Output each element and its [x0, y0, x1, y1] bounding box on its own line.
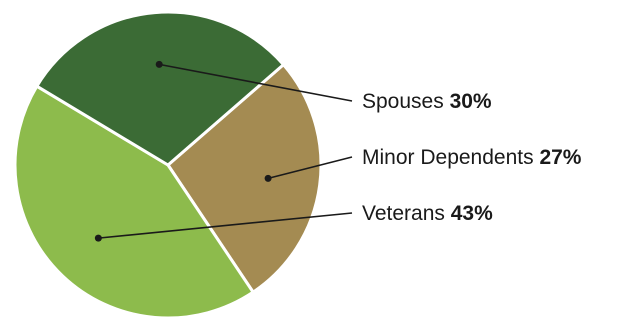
pie-slice-spouses — [35, 10, 285, 167]
leader-line-minor-dependents — [267, 156, 353, 180]
slice-label-text: Spouses — [362, 90, 450, 113]
slice-label-minor-dependents: Minor Dependents 27% — [362, 146, 582, 169]
leader-dot-spouses — [155, 60, 163, 68]
slice-label-spouses: Spouses 30% — [362, 90, 492, 113]
pie-slice-minor-dependents — [166, 63, 323, 294]
slice-label-text: Veterans — [362, 202, 451, 225]
slice-label-veterans: Veterans 43% — [362, 202, 493, 225]
slice-label-text: Minor Dependents — [362, 146, 539, 169]
slice-value-label: 27% — [539, 146, 581, 169]
leader-dot-veterans — [94, 234, 102, 242]
slice-value-label: 30% — [450, 90, 492, 113]
leader-line-veterans — [98, 212, 353, 239]
leader-line-spouses — [159, 63, 353, 102]
pie-slice-veterans — [13, 84, 255, 320]
leader-dot-minor-dependents — [264, 174, 272, 182]
slice-value-label: 43% — [451, 202, 493, 225]
